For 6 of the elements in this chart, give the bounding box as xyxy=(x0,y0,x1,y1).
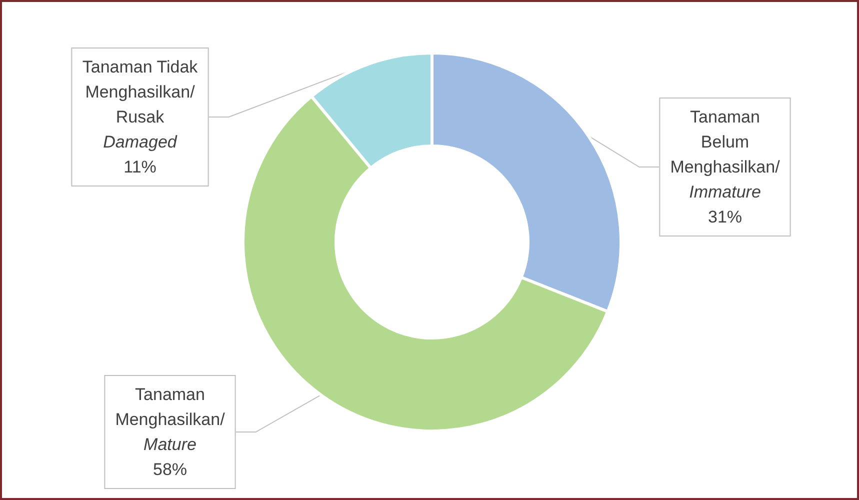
data-label: 58% xyxy=(152,460,188,479)
slice-label: Tanaman Tidak Menghasilkan/ Rusak Damaged xyxy=(82,58,198,152)
data-label: 31% xyxy=(708,208,742,226)
data-label: 11% xyxy=(124,158,156,176)
slice-label: Tanaman Belum Menghasilkan/ Immature xyxy=(670,108,780,202)
slice-label: Tanaman Menghasilkan/ Mature xyxy=(115,385,226,454)
